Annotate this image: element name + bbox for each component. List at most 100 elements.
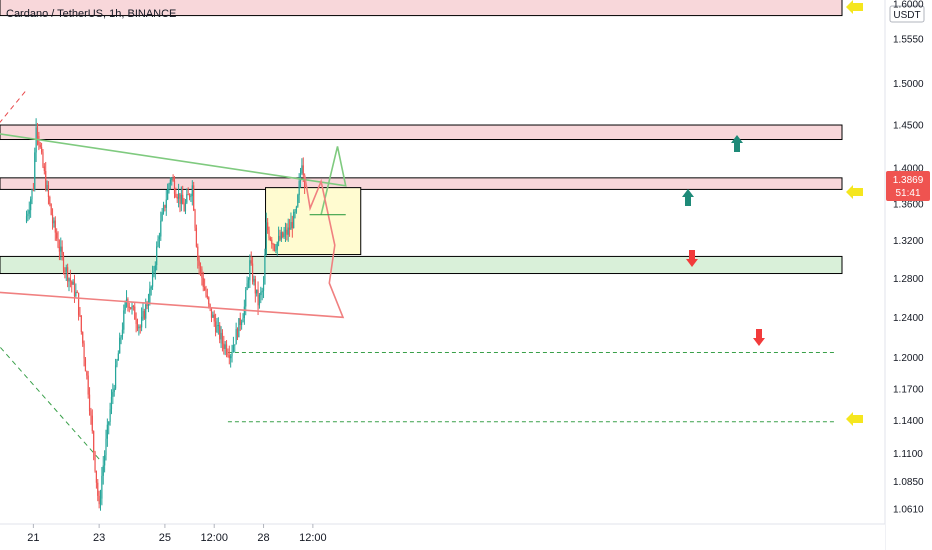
candle	[27, 209, 29, 222]
candle-body	[46, 185, 48, 190]
candle-body	[228, 355, 230, 359]
candle-body	[116, 360, 118, 366]
marker-arrow-icon	[846, 412, 863, 426]
candle	[49, 195, 51, 207]
candle	[194, 208, 196, 232]
candle	[173, 176, 176, 199]
candle	[198, 255, 200, 275]
arrow-down-icon	[753, 329, 765, 346]
candle-body	[141, 316, 143, 328]
candle	[121, 322, 124, 340]
candle	[131, 301, 133, 315]
candle-body	[168, 184, 170, 189]
candle-body	[188, 194, 191, 198]
candle-body	[223, 343, 225, 349]
candle-body	[173, 180, 176, 194]
candle	[30, 196, 32, 218]
candle	[82, 331, 84, 347]
candle-body	[220, 332, 222, 340]
price-tick-label: 1.0850	[893, 477, 924, 488]
candle-body	[178, 193, 180, 199]
projections-layer	[0, 133, 347, 319]
price-axis[interactable]: USDT 1.6000 1.5550 1.5000 1.4500 1.4000 1.360…	[884, 0, 932, 550]
candle	[202, 271, 204, 292]
candle	[234, 344, 236, 353]
candle-body	[80, 315, 82, 332]
candle	[156, 241, 158, 271]
candle-body	[276, 242, 278, 250]
candle-body	[195, 227, 198, 247]
candle-body	[121, 329, 124, 337]
candle	[268, 226, 270, 241]
candle	[161, 207, 163, 222]
candle	[105, 429, 107, 461]
candle-body	[160, 220, 162, 237]
price-tick-label: 1.5000	[893, 79, 924, 90]
candle	[32, 182, 34, 192]
candle	[280, 226, 282, 242]
symbol-title: Cardano / TetherUS, 1h, BINANCE	[6, 8, 177, 20]
candle	[127, 297, 129, 312]
current-price-badge: 1.3869 51:41	[886, 171, 930, 201]
candle	[71, 280, 73, 293]
candle-body	[299, 173, 302, 182]
candle-body	[304, 175, 306, 188]
candle-body	[47, 185, 50, 198]
candle	[257, 281, 259, 316]
candle	[162, 201, 165, 215]
candle-body	[28, 210, 30, 214]
candle	[90, 407, 92, 425]
candle-body	[279, 235, 281, 240]
candle-body	[183, 204, 185, 212]
candle	[290, 212, 292, 230]
candle	[230, 353, 232, 368]
candle	[247, 277, 250, 289]
candle	[117, 350, 119, 361]
candle	[135, 312, 137, 333]
candle-body	[101, 475, 103, 499]
candle-body	[109, 409, 111, 422]
candle-body	[238, 318, 240, 338]
candle-body	[61, 246, 63, 256]
candle-body	[128, 306, 130, 308]
candle-body	[65, 267, 67, 272]
candle	[273, 243, 276, 252]
candle	[271, 236, 273, 249]
candle-body	[39, 144, 41, 148]
candle	[84, 356, 87, 372]
price-tick-label: 1.3600	[893, 199, 924, 210]
candle	[269, 236, 271, 242]
candle	[25, 210, 28, 224]
candle-body	[239, 318, 241, 326]
candle	[104, 450, 106, 473]
candle-body	[182, 194, 184, 205]
candle	[95, 470, 97, 489]
candle-body	[84, 358, 87, 372]
candle-body	[94, 451, 96, 471]
candle	[28, 201, 30, 220]
candle	[224, 341, 226, 356]
candle	[153, 266, 155, 278]
candle	[108, 421, 110, 435]
candle-body	[98, 495, 100, 505]
time-tick-label: 12:00	[299, 532, 327, 544]
candle-body	[205, 289, 207, 296]
candle	[180, 186, 182, 212]
candle	[184, 199, 187, 215]
candle-body	[201, 268, 203, 278]
candle	[221, 329, 224, 352]
candle-body	[290, 222, 292, 230]
arrow-up-icon	[682, 189, 694, 206]
candle	[123, 304, 125, 334]
candle-body	[102, 465, 104, 476]
candle-body	[42, 152, 44, 167]
candle	[188, 193, 191, 201]
candle	[258, 293, 261, 309]
time-tick-label: 25	[159, 532, 171, 544]
candle-body	[93, 431, 95, 452]
candle-body	[151, 271, 154, 287]
price-tick-label: 1.5550	[893, 35, 924, 46]
candle-body	[269, 237, 271, 240]
